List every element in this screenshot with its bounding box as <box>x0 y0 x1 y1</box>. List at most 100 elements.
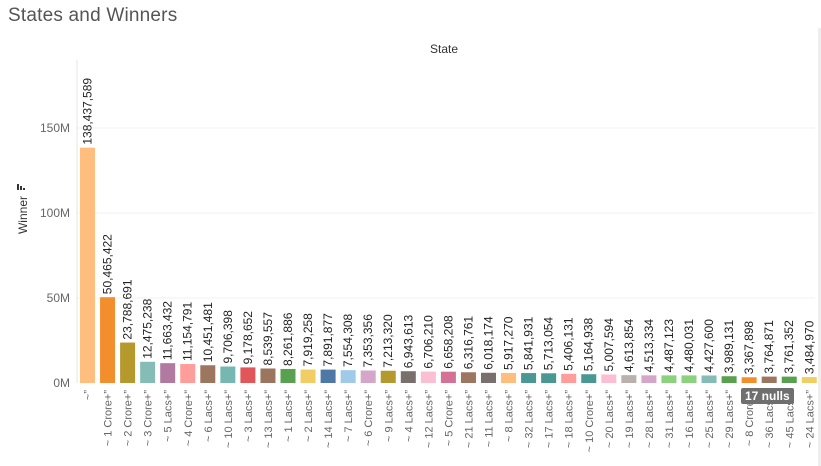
bar-value-label: 4,427,600 <box>702 319 716 373</box>
bar[interactable] <box>781 376 797 383</box>
bar-value-label: 3,989,131 <box>722 320 736 374</box>
column-header: State <box>430 42 458 56</box>
y-tick-label: 100M <box>40 206 70 220</box>
nulls-indicator[interactable]: 17 nulls <box>741 388 794 404</box>
bar[interactable] <box>360 370 376 383</box>
x-tick-label: ~ 3 Lacs+” <box>243 390 255 442</box>
bar-value-label: 5,007,594 <box>602 318 616 372</box>
x-tick-label: ~ 25 Lacs+” <box>704 390 716 448</box>
x-tick-label: ~ 45 Lacs+” <box>784 390 796 448</box>
bar-value-label: 7,919,258 <box>301 313 315 367</box>
x-tick-label: ~ 6 Lacs+” <box>203 390 215 442</box>
x-tick-label: ~ 10 Crore+” <box>584 390 596 453</box>
bar[interactable] <box>420 371 436 383</box>
bar[interactable] <box>340 370 356 383</box>
x-tick-label: ~ 13 Lacs+” <box>263 390 275 448</box>
bar-value-label: 50,465,422 <box>101 234 115 294</box>
x-tick-label: ~ 32 Lacs+” <box>524 390 536 448</box>
x-tick-label: ~ 29 Lacs+” <box>724 390 736 448</box>
bar[interactable] <box>721 376 737 383</box>
x-tick-label: ~ 3 Crore+” <box>143 390 155 447</box>
y-gridlines <box>77 127 815 299</box>
bar[interactable] <box>240 367 256 383</box>
x-tick-label: ~ 20 Lacs+” <box>604 390 616 448</box>
bar[interactable] <box>581 374 597 383</box>
bar[interactable] <box>400 371 416 383</box>
bar[interactable] <box>180 364 196 383</box>
bar-value-label: 4,480,031 <box>682 319 696 373</box>
bar[interactable] <box>561 373 577 383</box>
bar-value-label: 5,164,938 <box>582 318 596 372</box>
bar[interactable] <box>380 370 396 383</box>
bar[interactable] <box>521 373 537 383</box>
bar-value-label: 9,178,652 <box>241 311 255 365</box>
bar[interactable] <box>160 363 176 383</box>
x-tick-label: ~ 4 Lacs+” <box>403 390 415 442</box>
x-tick-label: ~ 1 Lacs+” <box>283 390 295 442</box>
x-tick-label: ~ 4 Crore+” <box>183 390 195 447</box>
data-labels: 138,437,589 50,465,422 23,788,691 12,475,23… <box>81 78 817 375</box>
bar[interactable] <box>220 366 236 383</box>
x-tick-label: ~ 8 Lacs+” <box>504 390 516 442</box>
x-tick-label: ~ 9 Lacs+” <box>383 390 395 442</box>
bar-value-label: 7,353,356 <box>361 314 375 368</box>
bar[interactable] <box>621 375 637 383</box>
bar-value-label: 5,841,931 <box>522 316 536 370</box>
bar[interactable] <box>300 369 316 383</box>
x-tick-label: ~ 7 Lacs+” <box>343 390 355 442</box>
vertical-scrollbar[interactable] <box>818 28 821 466</box>
bar[interactable] <box>280 368 296 383</box>
y-tick-label: 0M <box>53 376 70 390</box>
bar[interactable] <box>501 372 517 383</box>
x-tick-label: ~” <box>83 390 95 400</box>
bar[interactable] <box>440 371 456 383</box>
bar[interactable] <box>541 373 557 383</box>
y-tick-label: 150M <box>40 121 70 135</box>
bar[interactable] <box>100 297 116 383</box>
bar[interactable] <box>200 365 216 383</box>
bar-value-label: 7,891,877 <box>321 313 335 367</box>
bar-value-label: 8,539,557 <box>261 312 275 366</box>
bar-value-label: 4,487,123 <box>662 319 676 373</box>
x-tick-label: ~ 16 Lacs+” <box>684 390 696 448</box>
bar[interactable] <box>641 375 657 383</box>
bar-value-label: 7,213,320 <box>381 314 395 368</box>
bar[interactable] <box>120 342 136 383</box>
bar[interactable] <box>681 375 697 383</box>
bar-value-label: 11,663,432 <box>161 301 175 360</box>
bar[interactable] <box>80 147 95 383</box>
bar[interactable] <box>460 372 476 383</box>
bar-value-label: 6,018,174 <box>482 316 496 370</box>
bar-value-label: 3,367,898 <box>742 321 756 375</box>
bar[interactable] <box>761 376 777 383</box>
y-axis-title: Winner <box>16 196 30 234</box>
x-tick-label: ~ 5 Lacs+” <box>163 390 175 442</box>
y-tick-label: 50M <box>47 291 70 305</box>
bar[interactable] <box>701 375 717 383</box>
bar[interactable] <box>140 361 156 383</box>
bar-value-label: 138,437,589 <box>81 78 95 145</box>
bar-value-label: 6,706,210 <box>421 315 435 369</box>
x-tick-label: ~ 10 Lacs+” <box>223 390 235 448</box>
x-tick-label: ~ 2 Crore+” <box>123 390 135 447</box>
bar[interactable] <box>481 372 496 383</box>
bar[interactable] <box>601 374 617 383</box>
bar-value-label: 8,261,886 <box>281 312 295 366</box>
bar-value-label: 4,613,854 <box>622 318 636 372</box>
bar[interactable] <box>741 377 757 383</box>
bar-value-label: 23,788,691 <box>121 279 135 339</box>
x-tick-label: ~ 6 Crore+” <box>363 390 375 447</box>
x-tick-label: ~ 36 Lacs+” <box>764 390 776 448</box>
sort-icon[interactable] <box>17 184 25 190</box>
bar-value-label: 5,917,270 <box>502 316 516 370</box>
bar[interactable] <box>320 369 336 383</box>
bar-value-label: 6,658,208 <box>441 315 455 369</box>
bar-value-label: 3,761,352 <box>782 320 796 374</box>
x-tick-label: ~ 18 Lacs+” <box>564 390 576 448</box>
bar[interactable] <box>661 375 677 383</box>
bar-value-label: 5,713,054 <box>542 317 556 371</box>
x-tick-label: ~ 31 Lacs+” <box>664 390 676 448</box>
bar[interactable] <box>801 377 817 383</box>
bar[interactable] <box>260 368 276 383</box>
